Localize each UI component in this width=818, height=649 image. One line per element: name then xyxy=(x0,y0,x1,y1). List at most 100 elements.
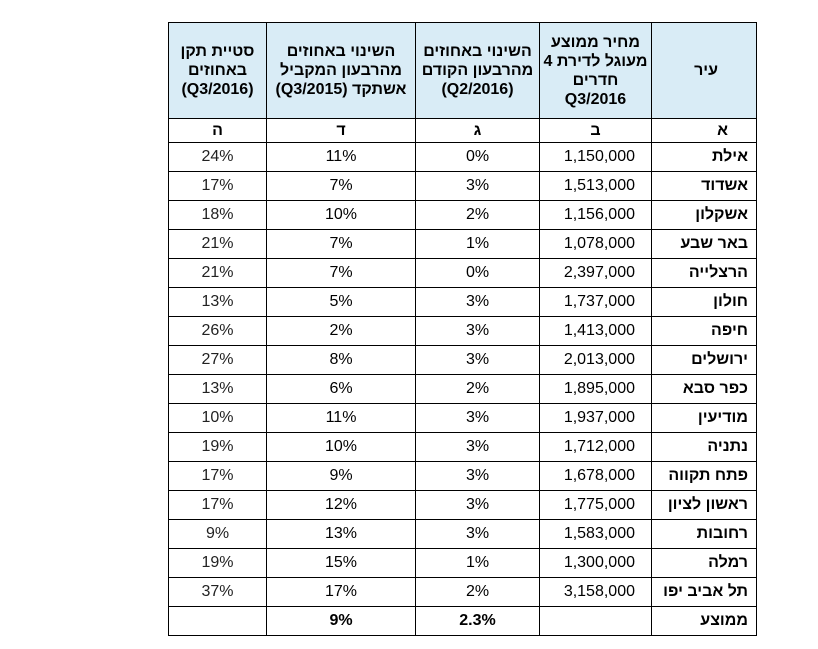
change-parallel-cell: 7% xyxy=(266,171,416,201)
std-cell: 19% xyxy=(168,548,267,578)
average-change-prev: 2.3% xyxy=(415,606,540,636)
price-cell: 1,413,000 xyxy=(539,316,652,346)
change-parallel-cell: 2% xyxy=(266,316,416,346)
price-cell: 1,513,000 xyxy=(539,171,652,201)
price-cell: 3,158,000 xyxy=(539,577,652,607)
table-body: אילת 1,150,000 0% 11% 24% אשדוד 1,513,000 3% 7% 1… xyxy=(168,142,757,607)
city-cell: כפר סבא xyxy=(651,374,757,404)
city-cell: תל אביב יפו xyxy=(651,577,757,607)
price-cell: 1,775,000 xyxy=(539,490,652,520)
price-cell: 1,678,000 xyxy=(539,461,652,491)
table-row: תל אביב יפו 3,158,000 2% 17% 37% xyxy=(168,577,757,607)
table-row: חולון 1,737,000 3% 5% 13% xyxy=(168,287,757,317)
price-cell: 1,300,000 xyxy=(539,548,652,578)
column-letter: א xyxy=(651,118,757,143)
std-cell: 19% xyxy=(168,432,267,462)
price-cell: 1,150,000 xyxy=(539,142,652,172)
table-row: אשקלון 1,156,000 2% 10% 18% xyxy=(168,200,757,230)
change-parallel-cell: 5% xyxy=(266,287,416,317)
change-parallel-cell: 8% xyxy=(266,345,416,375)
table-row: נתניה 1,712,000 3% 10% 19% xyxy=(168,432,757,462)
table-row: ראשון לציון 1,775,000 3% 12% 17% xyxy=(168,490,757,520)
change-prev-cell: 3% xyxy=(415,287,540,317)
change-prev-cell: 1% xyxy=(415,548,540,578)
price-cell: 1,078,000 xyxy=(539,229,652,259)
std-cell: 17% xyxy=(168,171,267,201)
change-prev-cell: 3% xyxy=(415,345,540,375)
price-cell: 1,583,000 xyxy=(539,519,652,549)
table-row: חיפה 1,413,000 3% 2% 26% xyxy=(168,316,757,346)
column-letter: ה xyxy=(168,118,267,143)
price-cell: 1,737,000 xyxy=(539,287,652,317)
city-cell: אילת xyxy=(651,142,757,172)
std-cell: 26% xyxy=(168,316,267,346)
std-cell: 10% xyxy=(168,403,267,433)
price-cell: 1,712,000 xyxy=(539,432,652,462)
std-cell: 18% xyxy=(168,200,267,230)
change-parallel-cell: 12% xyxy=(266,490,416,520)
table-row: רחובות 1,583,000 3% 13% 9% xyxy=(168,519,757,549)
std-cell: 17% xyxy=(168,461,267,491)
change-parallel-cell: 17% xyxy=(266,577,416,607)
price-cell: 2,397,000 xyxy=(539,258,652,288)
table-row: אילת 1,150,000 0% 11% 24% xyxy=(168,142,757,172)
change-prev-cell: 2% xyxy=(415,200,540,230)
change-parallel-cell: 6% xyxy=(266,374,416,404)
column-letter: ב xyxy=(539,118,652,143)
change-parallel-cell: 10% xyxy=(266,200,416,230)
change-prev-cell: 1% xyxy=(415,229,540,259)
table-row: הרצלייה 2,397,000 0% 7% 21% xyxy=(168,258,757,288)
change-prev-cell: 3% xyxy=(415,519,540,549)
city-cell: אשדוד xyxy=(651,171,757,201)
header-change-prev-quarter: השינוי באחוזים מהרבעון הקודם (Q2/2016) xyxy=(415,22,540,119)
change-parallel-cell: 7% xyxy=(266,229,416,259)
change-prev-cell: 2% xyxy=(415,577,540,607)
table-row: פתח תקווה 1,678,000 3% 9% 17% xyxy=(168,461,757,491)
city-cell: ירושלים xyxy=(651,345,757,375)
change-parallel-cell: 9% xyxy=(266,461,416,491)
table-row: מודיעין 1,937,000 3% 11% 10% xyxy=(168,403,757,433)
change-prev-cell: 3% xyxy=(415,316,540,346)
std-cell: 21% xyxy=(168,229,267,259)
header-change-parallel-quarter: השינוי באחוזים מהרבעון המקביל אשתקד (Q3/… xyxy=(266,22,416,119)
average-change-parallel: 9% xyxy=(266,606,416,636)
change-parallel-cell: 10% xyxy=(266,432,416,462)
change-prev-cell: 3% xyxy=(415,171,540,201)
average-label: ממוצע xyxy=(651,606,757,636)
header-std-dev: סטיית תקן באחוזים (Q3/2016) xyxy=(168,22,267,119)
std-cell: 24% xyxy=(168,142,267,172)
change-parallel-cell: 11% xyxy=(266,403,416,433)
change-parallel-cell: 11% xyxy=(266,142,416,172)
city-cell: רמלה xyxy=(651,548,757,578)
std-cell: 37% xyxy=(168,577,267,607)
change-prev-cell: 3% xyxy=(415,461,540,491)
change-parallel-cell: 13% xyxy=(266,519,416,549)
table-row: כפר סבא 1,895,000 2% 6% 13% xyxy=(168,374,757,404)
table-row: רמלה 1,300,000 1% 15% 19% xyxy=(168,548,757,578)
change-prev-cell: 3% xyxy=(415,403,540,433)
change-prev-cell: 2% xyxy=(415,374,540,404)
city-cell: פתח תקווה xyxy=(651,461,757,491)
header-city: עיר xyxy=(651,22,757,119)
price-cell: 1,895,000 xyxy=(539,374,652,404)
city-cell: באר שבע xyxy=(651,229,757,259)
city-cell: רחובות xyxy=(651,519,757,549)
housing-prices-table: עיר מחיר ממוצע מעוגל לדירת 4 חדרים Q3/20… xyxy=(168,22,757,636)
price-cell: 1,937,000 xyxy=(539,403,652,433)
city-cell: ראשון לציון xyxy=(651,490,757,520)
change-prev-cell: 3% xyxy=(415,490,540,520)
column-letter: ד xyxy=(266,118,416,143)
table-row: ירושלים 2,013,000 3% 8% 27% xyxy=(168,345,757,375)
table-row: אשדוד 1,513,000 3% 7% 17% xyxy=(168,171,757,201)
std-cell: 13% xyxy=(168,287,267,317)
city-cell: אשקלון xyxy=(651,200,757,230)
std-cell: 17% xyxy=(168,490,267,520)
city-cell: מודיעין xyxy=(651,403,757,433)
std-cell: 13% xyxy=(168,374,267,404)
header-price: מחיר ממוצע מעוגל לדירת 4 חדרים Q3/2016 xyxy=(539,22,652,119)
average-price xyxy=(539,606,652,636)
average-std xyxy=(168,606,267,636)
city-cell: הרצלייה xyxy=(651,258,757,288)
std-cell: 27% xyxy=(168,345,267,375)
std-cell: 21% xyxy=(168,258,267,288)
